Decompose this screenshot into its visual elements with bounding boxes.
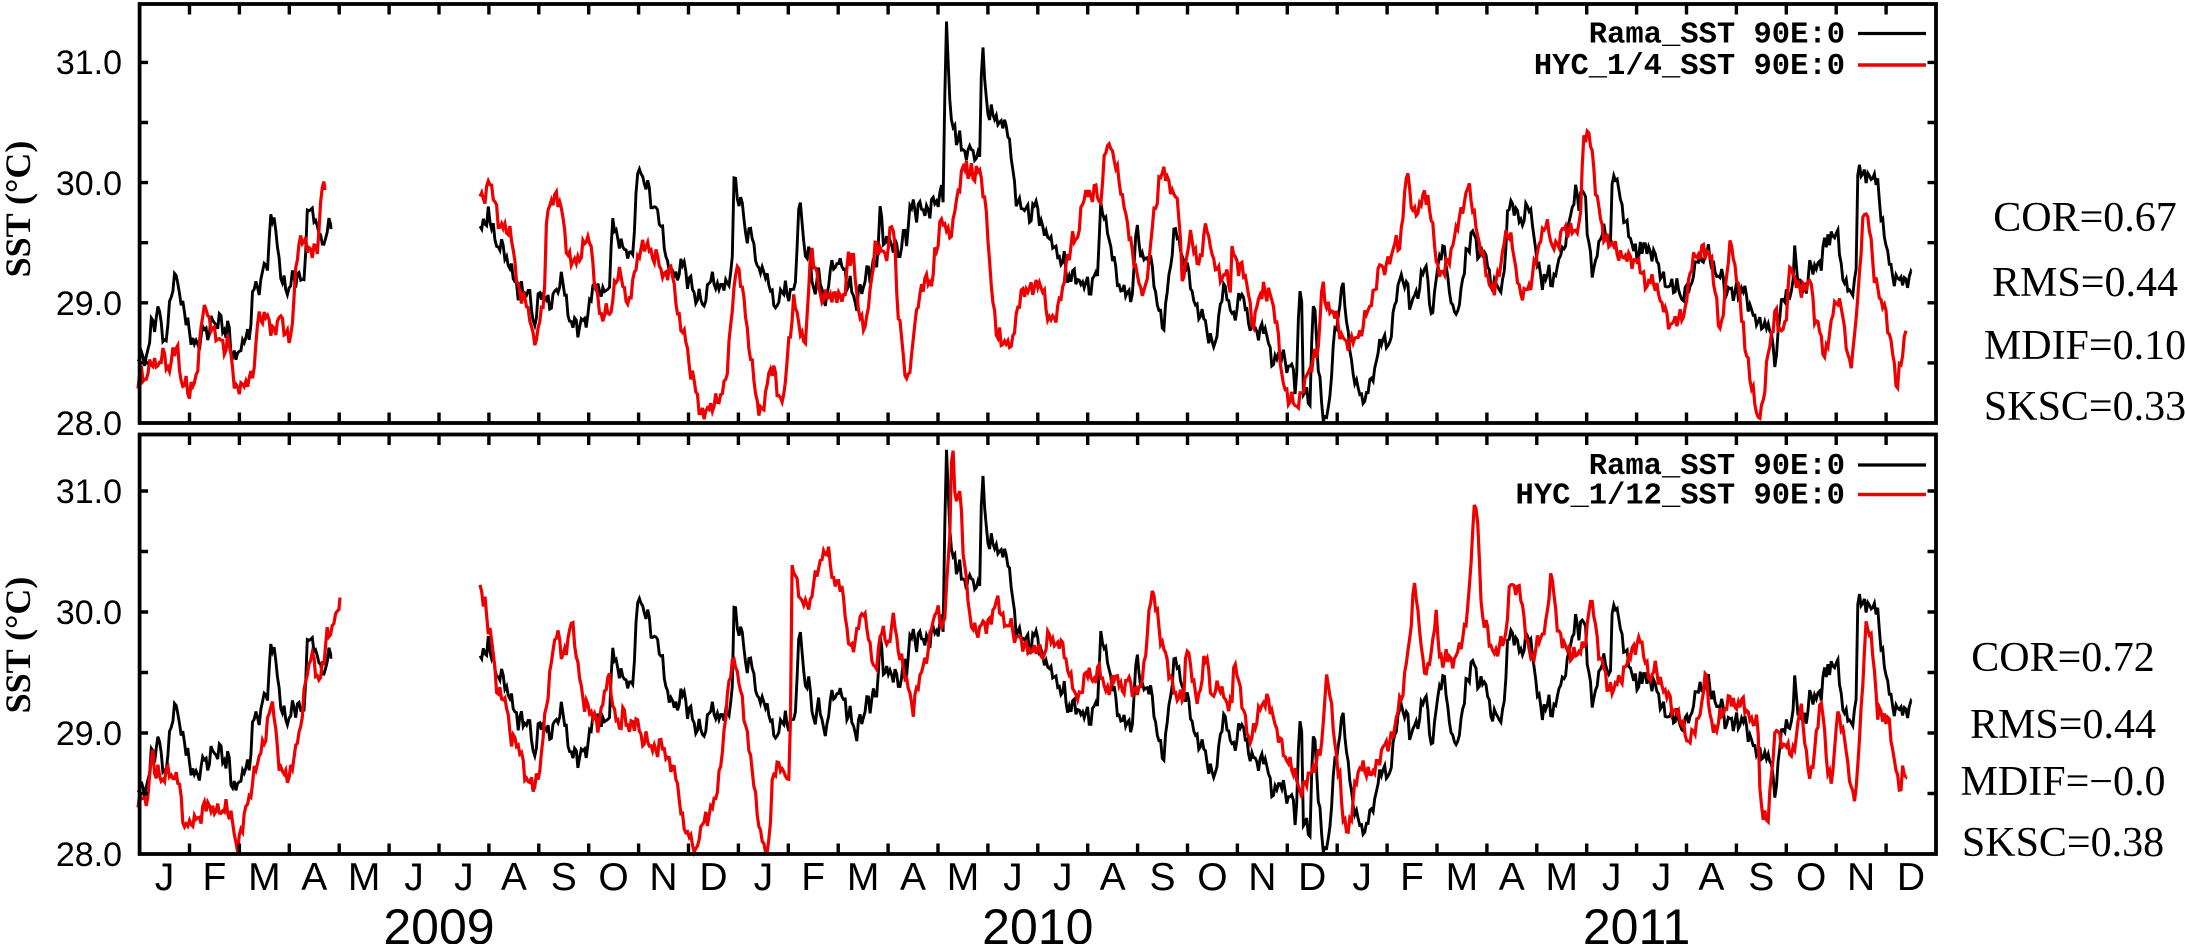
svg-text:Rama_SST 90E:0: Rama_SST 90E:0 bbox=[1589, 19, 1845, 53]
svg-text:28.0: 28.0 bbox=[56, 405, 122, 443]
svg-text:D: D bbox=[1298, 856, 1326, 899]
svg-text:O: O bbox=[598, 856, 628, 899]
svg-text:29.0: 29.0 bbox=[56, 285, 122, 323]
svg-text:S: S bbox=[1748, 856, 1774, 899]
svg-text:M: M bbox=[1545, 856, 1578, 899]
svg-text:MDIF=0.10: MDIF=0.10 bbox=[1984, 323, 2185, 369]
svg-text:N: N bbox=[1847, 856, 1875, 899]
svg-text:31.0: 31.0 bbox=[56, 44, 122, 82]
svg-text:J: J bbox=[454, 856, 474, 899]
svg-text:RMS=0.44: RMS=0.44 bbox=[1992, 260, 2178, 306]
svg-text:COR=0.67: COR=0.67 bbox=[1993, 195, 2177, 241]
svg-text:J: J bbox=[1352, 856, 1372, 899]
svg-text:A: A bbox=[1698, 856, 1724, 899]
svg-text:S: S bbox=[1149, 856, 1175, 899]
svg-text:D: D bbox=[699, 856, 727, 899]
svg-text:30.0: 30.0 bbox=[56, 594, 122, 632]
svg-text:2011: 2011 bbox=[1583, 899, 1691, 944]
svg-text:COR=0.72: COR=0.72 bbox=[1971, 635, 2155, 681]
svg-text:O: O bbox=[1197, 856, 1227, 899]
svg-text:30.0: 30.0 bbox=[56, 165, 122, 203]
svg-text:S: S bbox=[551, 856, 577, 899]
svg-text:A: A bbox=[900, 856, 926, 899]
svg-text:SKSC=0.38: SKSC=0.38 bbox=[1962, 820, 2164, 866]
svg-text:J: J bbox=[155, 856, 175, 899]
svg-text:N: N bbox=[1248, 856, 1276, 899]
svg-text:F: F bbox=[202, 856, 226, 899]
svg-text:SST (°C): SST (°C) bbox=[0, 577, 38, 714]
svg-text:M: M bbox=[847, 856, 880, 899]
svg-text:J: J bbox=[1003, 856, 1023, 899]
svg-text:2010: 2010 bbox=[982, 899, 1093, 944]
svg-text:N: N bbox=[649, 856, 677, 899]
svg-text:MDIF=−0.0: MDIF=−0.0 bbox=[1961, 759, 2166, 805]
svg-text:M: M bbox=[1446, 856, 1479, 899]
svg-text:SKSC=0.33: SKSC=0.33 bbox=[1984, 384, 2185, 430]
svg-text:2009: 2009 bbox=[383, 899, 494, 944]
svg-text:M: M bbox=[248, 856, 281, 899]
svg-text:A: A bbox=[1100, 856, 1126, 899]
svg-text:SST (°C): SST (°C) bbox=[0, 141, 38, 278]
svg-text:A: A bbox=[301, 856, 327, 899]
svg-text:RMS=0.44: RMS=0.44 bbox=[1970, 702, 2156, 748]
svg-text:D: D bbox=[1897, 856, 1925, 899]
svg-text:31.0: 31.0 bbox=[56, 473, 122, 511]
svg-text:J: J bbox=[1652, 856, 1672, 899]
svg-text:A: A bbox=[501, 856, 527, 899]
svg-text:J: J bbox=[1602, 856, 1622, 899]
svg-text:28.0: 28.0 bbox=[56, 836, 122, 874]
svg-text:HYC_1/4_SST 90E:0: HYC_1/4_SST 90E:0 bbox=[1534, 50, 1845, 84]
svg-text:A: A bbox=[1499, 856, 1525, 899]
svg-text:29.0: 29.0 bbox=[56, 715, 122, 753]
svg-text:J: J bbox=[754, 856, 774, 899]
svg-text:O: O bbox=[1796, 856, 1826, 899]
svg-text:Rama_SST 90E:0: Rama_SST 90E:0 bbox=[1589, 450, 1845, 484]
svg-text:F: F bbox=[1400, 856, 1424, 899]
svg-text:J: J bbox=[404, 856, 424, 899]
svg-text:HYC_1/12_SST 90E:0: HYC_1/12_SST 90E:0 bbox=[1516, 480, 1845, 514]
svg-text:F: F bbox=[801, 856, 825, 899]
svg-text:M: M bbox=[947, 856, 980, 899]
svg-text:J: J bbox=[1053, 856, 1073, 899]
svg-text:M: M bbox=[348, 856, 381, 899]
